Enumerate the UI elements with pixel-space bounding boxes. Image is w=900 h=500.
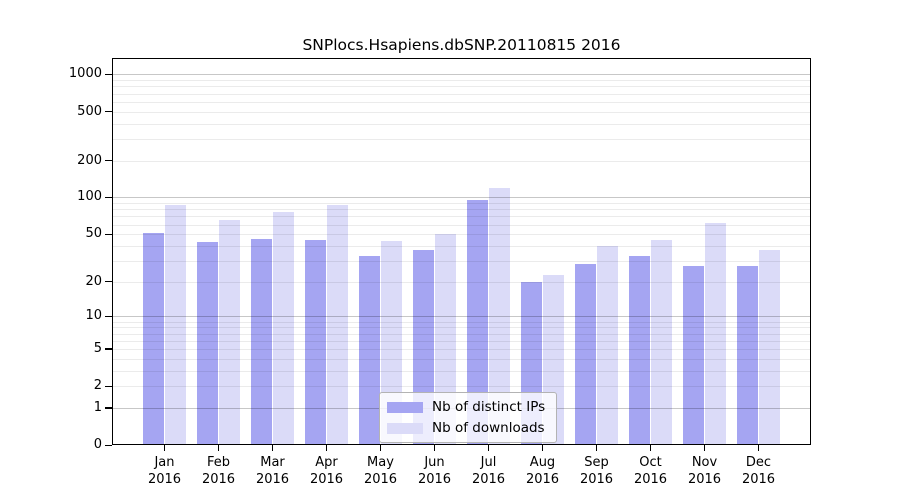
x-axis-tick-label: Mar 2016	[255, 455, 290, 487]
x-axis-tick	[595, 445, 598, 451]
y-axis-tick-label: 200	[77, 152, 102, 168]
legend-row-downloads: Nb of downloads	[387, 420, 545, 436]
x-axis-tick	[703, 445, 706, 451]
bar-distinct-ips-jul	[466, 200, 489, 445]
bar-distinct-ips-nov	[682, 266, 705, 445]
x-axis-tick	[379, 445, 382, 451]
y-axis-tick-label: 2	[93, 378, 102, 394]
chart-title: SNPlocs.Hsapiens.dbSNP.20110815 2016	[302, 36, 621, 54]
y-axis-tick	[105, 407, 112, 409]
bar-downloads-dec	[758, 249, 781, 445]
x-axis-tick	[433, 445, 436, 451]
x-axis-tick-label: Feb 2016	[201, 455, 236, 487]
bars-layer	[112, 58, 811, 445]
y-axis-tick-label: 50	[85, 226, 102, 242]
y-axis-tick	[105, 281, 112, 283]
y-axis-tick-label: 500	[77, 103, 102, 119]
bar-downloads-mar	[272, 212, 295, 445]
y-axis-tick-label: 20	[85, 273, 102, 289]
x-axis-tick-label: Dec 2016	[741, 455, 776, 487]
x-axis-tick-label: Jun 2016	[417, 455, 452, 487]
y-axis-tick-label: 1	[93, 399, 102, 415]
y-axis-tick-label: 5	[93, 340, 102, 356]
x-axis-tick	[649, 445, 652, 451]
x-axis-tick-label: Oct 2016	[633, 455, 668, 487]
x-axis-tick	[325, 445, 328, 451]
y-axis-tick	[105, 315, 112, 318]
legend-row-distinct-ips: Nb of distinct IPs	[387, 399, 545, 415]
x-axis-tick	[163, 445, 166, 451]
legend-swatch-distinct-ips	[387, 401, 423, 413]
legend: Nb of distinct IPs Nb of downloads	[379, 392, 558, 443]
x-axis-tick-label: Jan 2016	[147, 455, 182, 487]
y-axis-tick-label: 1000	[68, 66, 102, 82]
y-axis-tick-label: 0	[93, 437, 102, 452]
bar-downloads-apr	[326, 205, 349, 445]
bar-downloads-jan	[164, 205, 187, 445]
y-axis-tick	[105, 111, 112, 113]
bar-distinct-ips-jan	[142, 233, 165, 445]
plot-area: Nb of distinct IPs Nb of downloads 1000 5…	[69, 58, 811, 487]
legend-label-downloads: Nb of downloads	[432, 420, 545, 436]
x-axis-tick	[217, 445, 220, 451]
x-axis-tick	[271, 445, 274, 451]
x-axis-tick-label: Nov 2016	[687, 455, 722, 487]
x-axis-tick-label: May 2016	[363, 455, 398, 487]
bar-distinct-ips-apr	[304, 239, 327, 445]
bar-downloads-jul	[488, 188, 511, 445]
y-axis-tick-label: 100	[77, 189, 102, 205]
x-axis-tick-label: Sep 2016	[579, 455, 614, 487]
bar-downloads-feb	[218, 220, 241, 445]
y-axis-tick	[105, 160, 112, 162]
y-axis-tick	[105, 385, 112, 387]
y-axis-tick	[105, 73, 112, 76]
bar-distinct-ips-feb	[196, 242, 219, 445]
bar-distinct-ips-dec	[736, 266, 759, 445]
x-axis-tick	[541, 445, 544, 451]
y-axis-tick	[105, 233, 112, 235]
y-axis-tick	[105, 444, 112, 446]
bar-distinct-ips-mar	[250, 238, 273, 445]
y-axis-tick	[105, 196, 112, 199]
x-axis-tick	[487, 445, 490, 451]
bar-downloads-oct	[650, 239, 673, 445]
bar-distinct-ips-sep	[574, 264, 597, 445]
bar-distinct-ips-oct	[628, 255, 651, 445]
x-axis-tick-label: Jul 2016	[471, 455, 506, 487]
bar-downloads-nov	[704, 222, 727, 445]
x-axis-tick-label: Apr 2016	[309, 455, 344, 487]
y-axis-tick	[105, 348, 112, 350]
x-axis-tick	[757, 445, 760, 451]
y-axis-tick-label: 10	[85, 308, 102, 324]
x-axis-tick-label: Aug 2016	[525, 455, 560, 487]
bar-downloads-sep	[596, 245, 619, 445]
bar-distinct-ips-may	[358, 255, 381, 445]
legend-swatch-downloads	[387, 422, 423, 434]
legend-label-distinct-ips: Nb of distinct IPs	[432, 399, 546, 415]
